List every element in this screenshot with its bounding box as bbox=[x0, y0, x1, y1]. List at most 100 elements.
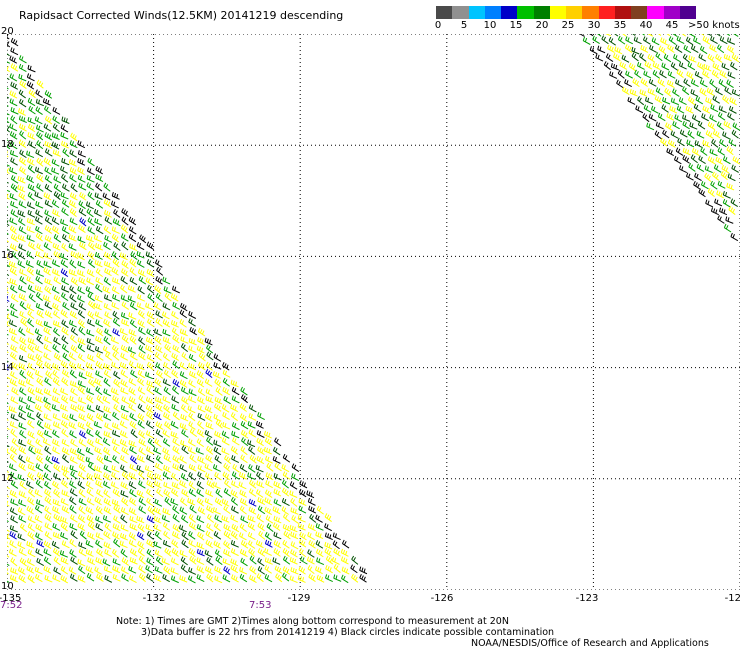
wind-barb bbox=[230, 412, 238, 422]
wind-barb bbox=[231, 523, 240, 533]
wind-barb bbox=[172, 505, 180, 515]
wind-barb bbox=[18, 200, 27, 209]
wind-barb bbox=[119, 420, 128, 429]
wind-barb bbox=[264, 557, 273, 565]
wind-barb bbox=[197, 361, 206, 371]
wind-barb bbox=[727, 173, 736, 182]
wind-barb bbox=[87, 531, 95, 540]
wind-barb bbox=[120, 224, 129, 234]
wind-barb bbox=[10, 209, 19, 218]
wind-barb bbox=[248, 506, 257, 515]
wind-barb bbox=[247, 531, 256, 540]
wind-barb bbox=[239, 497, 248, 507]
wind-barb bbox=[230, 379, 239, 388]
wind-barb bbox=[675, 147, 684, 156]
wind-barb bbox=[248, 445, 256, 455]
wind-barb bbox=[723, 53, 732, 62]
wind-barb bbox=[44, 140, 53, 149]
wind-barb bbox=[324, 541, 333, 550]
note-line-2: 3)Data buffer is 22 hrs from 20141219 4)… bbox=[141, 627, 555, 638]
wind-barb bbox=[170, 431, 179, 439]
wind-barb bbox=[197, 420, 205, 430]
wind-barb bbox=[266, 522, 274, 533]
wind-barb bbox=[7, 96, 10, 99]
wind-barb bbox=[7, 495, 10, 498]
wind-barb bbox=[272, 446, 281, 456]
wind-barb bbox=[240, 446, 248, 456]
wind-barb bbox=[43, 157, 52, 167]
wind-barb bbox=[78, 541, 87, 550]
wind-barb bbox=[163, 369, 172, 379]
wind-barb bbox=[273, 488, 282, 497]
wind-barb bbox=[9, 55, 18, 64]
wind-barb bbox=[230, 445, 239, 455]
wind-barb bbox=[146, 380, 155, 388]
wind-barb bbox=[45, 370, 53, 380]
wind-barb bbox=[265, 515, 274, 524]
legend-swatch bbox=[517, 6, 534, 19]
wind-barb bbox=[9, 90, 18, 99]
wind-barb bbox=[103, 430, 112, 439]
wind-barb bbox=[61, 343, 70, 353]
wind-barb bbox=[96, 327, 104, 337]
wind-barb bbox=[652, 62, 661, 70]
legend-label: 25 bbox=[561, 20, 575, 31]
wind-barb bbox=[94, 259, 103, 268]
wind-barb bbox=[120, 524, 129, 532]
wind-barb bbox=[707, 187, 715, 197]
wind-barb bbox=[44, 148, 53, 157]
wind-barb bbox=[19, 149, 27, 159]
wind-barb bbox=[61, 326, 69, 336]
wind-barb bbox=[171, 481, 180, 490]
wind-barb bbox=[19, 429, 27, 439]
wind-barb bbox=[728, 105, 737, 114]
wind-barb bbox=[36, 420, 44, 430]
wind-barb bbox=[145, 277, 154, 286]
wind-barb bbox=[43, 267, 51, 276]
wind-barb bbox=[171, 352, 179, 361]
wind-barb bbox=[94, 218, 103, 226]
wind-barb bbox=[731, 164, 739, 173]
wind-barb bbox=[35, 225, 43, 235]
wind-barb bbox=[45, 455, 53, 465]
wind-barb bbox=[263, 446, 272, 455]
wind-barb bbox=[257, 548, 266, 557]
wind-barb bbox=[17, 234, 26, 243]
wind-barb bbox=[52, 106, 61, 115]
wind-barb bbox=[27, 164, 35, 174]
wind-barb bbox=[86, 277, 95, 286]
wind-barb bbox=[128, 312, 137, 320]
wind-barb bbox=[61, 447, 70, 456]
wind-barb bbox=[113, 370, 121, 380]
wind-barb bbox=[7, 287, 9, 294]
wind-barb bbox=[119, 361, 128, 370]
wind-barb bbox=[156, 266, 164, 276]
wind-barb bbox=[121, 268, 129, 277]
wind-barb bbox=[120, 312, 130, 320]
wind-barb bbox=[95, 243, 104, 251]
wind-barb bbox=[78, 396, 87, 405]
wind-barb bbox=[163, 404, 171, 414]
wind-barb bbox=[119, 540, 128, 548]
wind-barb bbox=[163, 530, 171, 540]
wind-barb bbox=[129, 335, 137, 345]
wind-barb bbox=[676, 105, 685, 114]
wind-barb bbox=[19, 557, 27, 567]
wind-barb bbox=[733, 34, 739, 37]
wind-barb bbox=[85, 539, 94, 548]
wind-barb bbox=[18, 462, 26, 471]
wind-barb bbox=[35, 302, 44, 311]
wind-barb bbox=[138, 564, 146, 574]
wind-barb bbox=[17, 108, 26, 116]
wind-barb bbox=[19, 355, 28, 363]
wind-barb bbox=[153, 515, 162, 524]
wind-barb bbox=[26, 565, 35, 574]
wind-barb bbox=[111, 277, 121, 285]
wind-barb bbox=[622, 34, 627, 37]
wind-barb bbox=[129, 455, 138, 465]
wind-barb bbox=[61, 116, 70, 124]
wind-barb bbox=[163, 361, 171, 371]
wind-barb bbox=[77, 150, 86, 158]
wind-barb bbox=[221, 515, 230, 523]
wind-barb bbox=[104, 234, 113, 243]
